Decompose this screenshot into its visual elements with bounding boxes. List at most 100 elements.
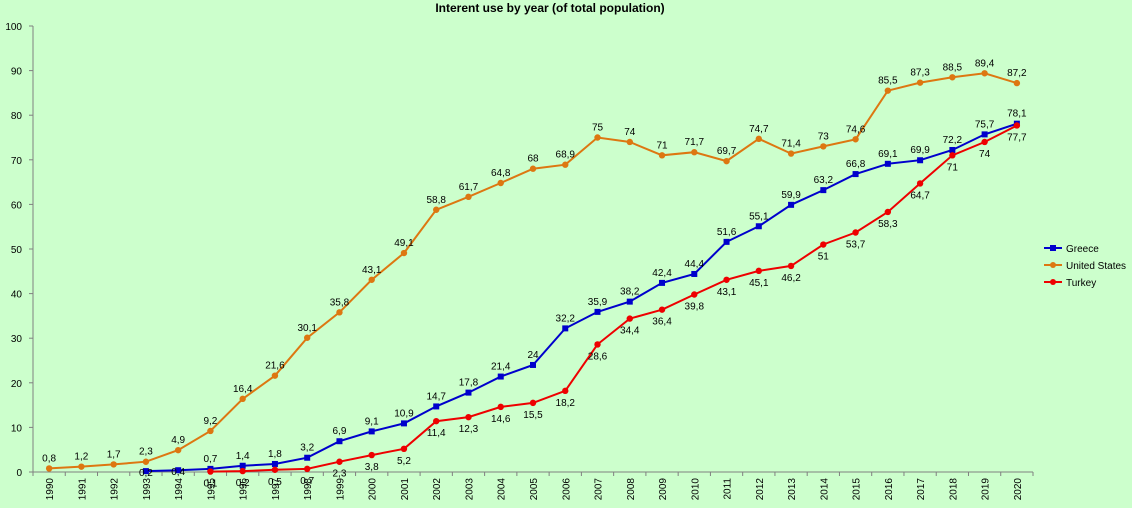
legend-marker bbox=[1050, 279, 1056, 285]
data-point bbox=[981, 138, 988, 146]
data-label: 59,9 bbox=[781, 190, 801, 201]
axes: 0 10 20 30 40 50 60 70 80 90 100 1990 1991 1992 1993 19… bbox=[5, 22, 1034, 501]
data-label: 34,4 bbox=[620, 326, 640, 337]
data-point bbox=[142, 458, 150, 465]
x-tick-label: 1995 bbox=[206, 478, 217, 501]
data-point bbox=[852, 171, 859, 178]
x-tick-label: 2016 bbox=[884, 478, 895, 501]
data-point bbox=[852, 136, 859, 143]
data-point bbox=[529, 165, 537, 172]
data-point bbox=[981, 70, 988, 77]
data-label: 69,1 bbox=[878, 149, 898, 160]
data-point bbox=[1013, 122, 1021, 129]
data-label: 43,1 bbox=[362, 265, 382, 276]
data-point bbox=[465, 413, 472, 421]
data-point bbox=[45, 465, 53, 472]
data-point bbox=[658, 306, 666, 313]
x-tick-label: 1990 bbox=[45, 478, 56, 501]
x-tick-label: 2006 bbox=[561, 478, 572, 501]
data-point bbox=[788, 201, 795, 208]
data-label: 6,9 bbox=[332, 426, 346, 437]
y-tick-label: 20 bbox=[11, 379, 23, 390]
data-label: 69,7 bbox=[717, 146, 737, 157]
x-tick-label: 2009 bbox=[658, 478, 669, 501]
y-tick-label: 100 bbox=[5, 22, 22, 33]
data-point bbox=[884, 208, 892, 216]
data-label: 0,4 bbox=[171, 467, 185, 478]
data-label: 64,8 bbox=[491, 168, 511, 179]
data-label: 2,3 bbox=[332, 469, 346, 480]
data-label: 74 bbox=[979, 149, 991, 160]
data-point bbox=[304, 454, 311, 461]
data-point bbox=[691, 149, 698, 156]
y-tick-label: 0 bbox=[16, 468, 22, 479]
series-line bbox=[145, 122, 1018, 473]
chart-title: Interent use by year (of total populatio… bbox=[435, 1, 664, 15]
data-point bbox=[562, 325, 569, 332]
data-point bbox=[723, 157, 730, 165]
data-label: 5,2 bbox=[397, 456, 411, 467]
data-point bbox=[271, 466, 279, 473]
data-point bbox=[820, 187, 827, 194]
data-label: 73 bbox=[818, 131, 830, 142]
data-point bbox=[336, 458, 343, 465]
x-tick-label: 1993 bbox=[142, 478, 153, 501]
data-label: 3,8 bbox=[365, 462, 379, 473]
series-greece bbox=[142, 120, 1020, 475]
data-label: 77,7 bbox=[1007, 132, 1027, 143]
data-label: 75,7 bbox=[975, 119, 995, 130]
x-tick-label: 2014 bbox=[819, 478, 830, 501]
data-label: 72,2 bbox=[943, 135, 963, 146]
data-point bbox=[239, 467, 246, 475]
series-united-states bbox=[45, 70, 1021, 472]
data-label: 30,1 bbox=[297, 323, 317, 334]
data-label: 66,8 bbox=[846, 159, 866, 170]
data-label: 0,8 bbox=[42, 453, 56, 464]
data-label: 0,5 bbox=[268, 477, 282, 488]
data-label: 69,9 bbox=[910, 145, 930, 156]
legend: Greece United States Turkey bbox=[1044, 244, 1126, 289]
y-tick-label: 80 bbox=[11, 111, 23, 122]
data-point bbox=[303, 465, 311, 473]
data-point bbox=[239, 462, 246, 469]
data-point bbox=[271, 372, 279, 379]
y-tick-label: 30 bbox=[11, 334, 23, 345]
data-point bbox=[497, 373, 504, 380]
data-point bbox=[465, 389, 472, 396]
x-tick-label: 2019 bbox=[981, 478, 992, 501]
data-label: 68 bbox=[527, 154, 539, 165]
data-point bbox=[336, 438, 343, 445]
data-point bbox=[530, 361, 536, 368]
data-point bbox=[529, 399, 537, 407]
data-label: 1,2 bbox=[74, 452, 88, 463]
data-point bbox=[562, 387, 569, 395]
data-point bbox=[368, 451, 375, 459]
data-point bbox=[659, 279, 666, 286]
data-label: 39,8 bbox=[685, 301, 705, 312]
data-label: 44,4 bbox=[685, 259, 705, 270]
data-label: 51 bbox=[818, 252, 830, 263]
data-label: 9,2 bbox=[203, 416, 217, 427]
data-point bbox=[626, 138, 633, 146]
data-label: 32,2 bbox=[556, 313, 576, 324]
data-label: 15,5 bbox=[523, 410, 543, 421]
data-label: 43,1 bbox=[717, 287, 737, 298]
x-tick-label: 2011 bbox=[723, 478, 734, 500]
data-label: 64,7 bbox=[910, 190, 930, 201]
data-point bbox=[949, 152, 956, 159]
data-label: 10,9 bbox=[394, 408, 414, 419]
data-point bbox=[465, 193, 472, 201]
data-point bbox=[981, 131, 988, 138]
x-tick-label: 2000 bbox=[368, 478, 379, 501]
y-tick-label: 90 bbox=[11, 67, 23, 78]
data-point bbox=[207, 468, 214, 475]
x-tick-label: 1992 bbox=[110, 478, 121, 501]
data-label: 16,4 bbox=[233, 384, 253, 395]
legend-label: Greece bbox=[1066, 244, 1099, 255]
data-label: 36,4 bbox=[652, 317, 672, 328]
data-label: 63,2 bbox=[814, 175, 834, 186]
data-point bbox=[239, 395, 246, 403]
x-tick-label: 2005 bbox=[529, 478, 540, 501]
data-point bbox=[594, 341, 601, 348]
